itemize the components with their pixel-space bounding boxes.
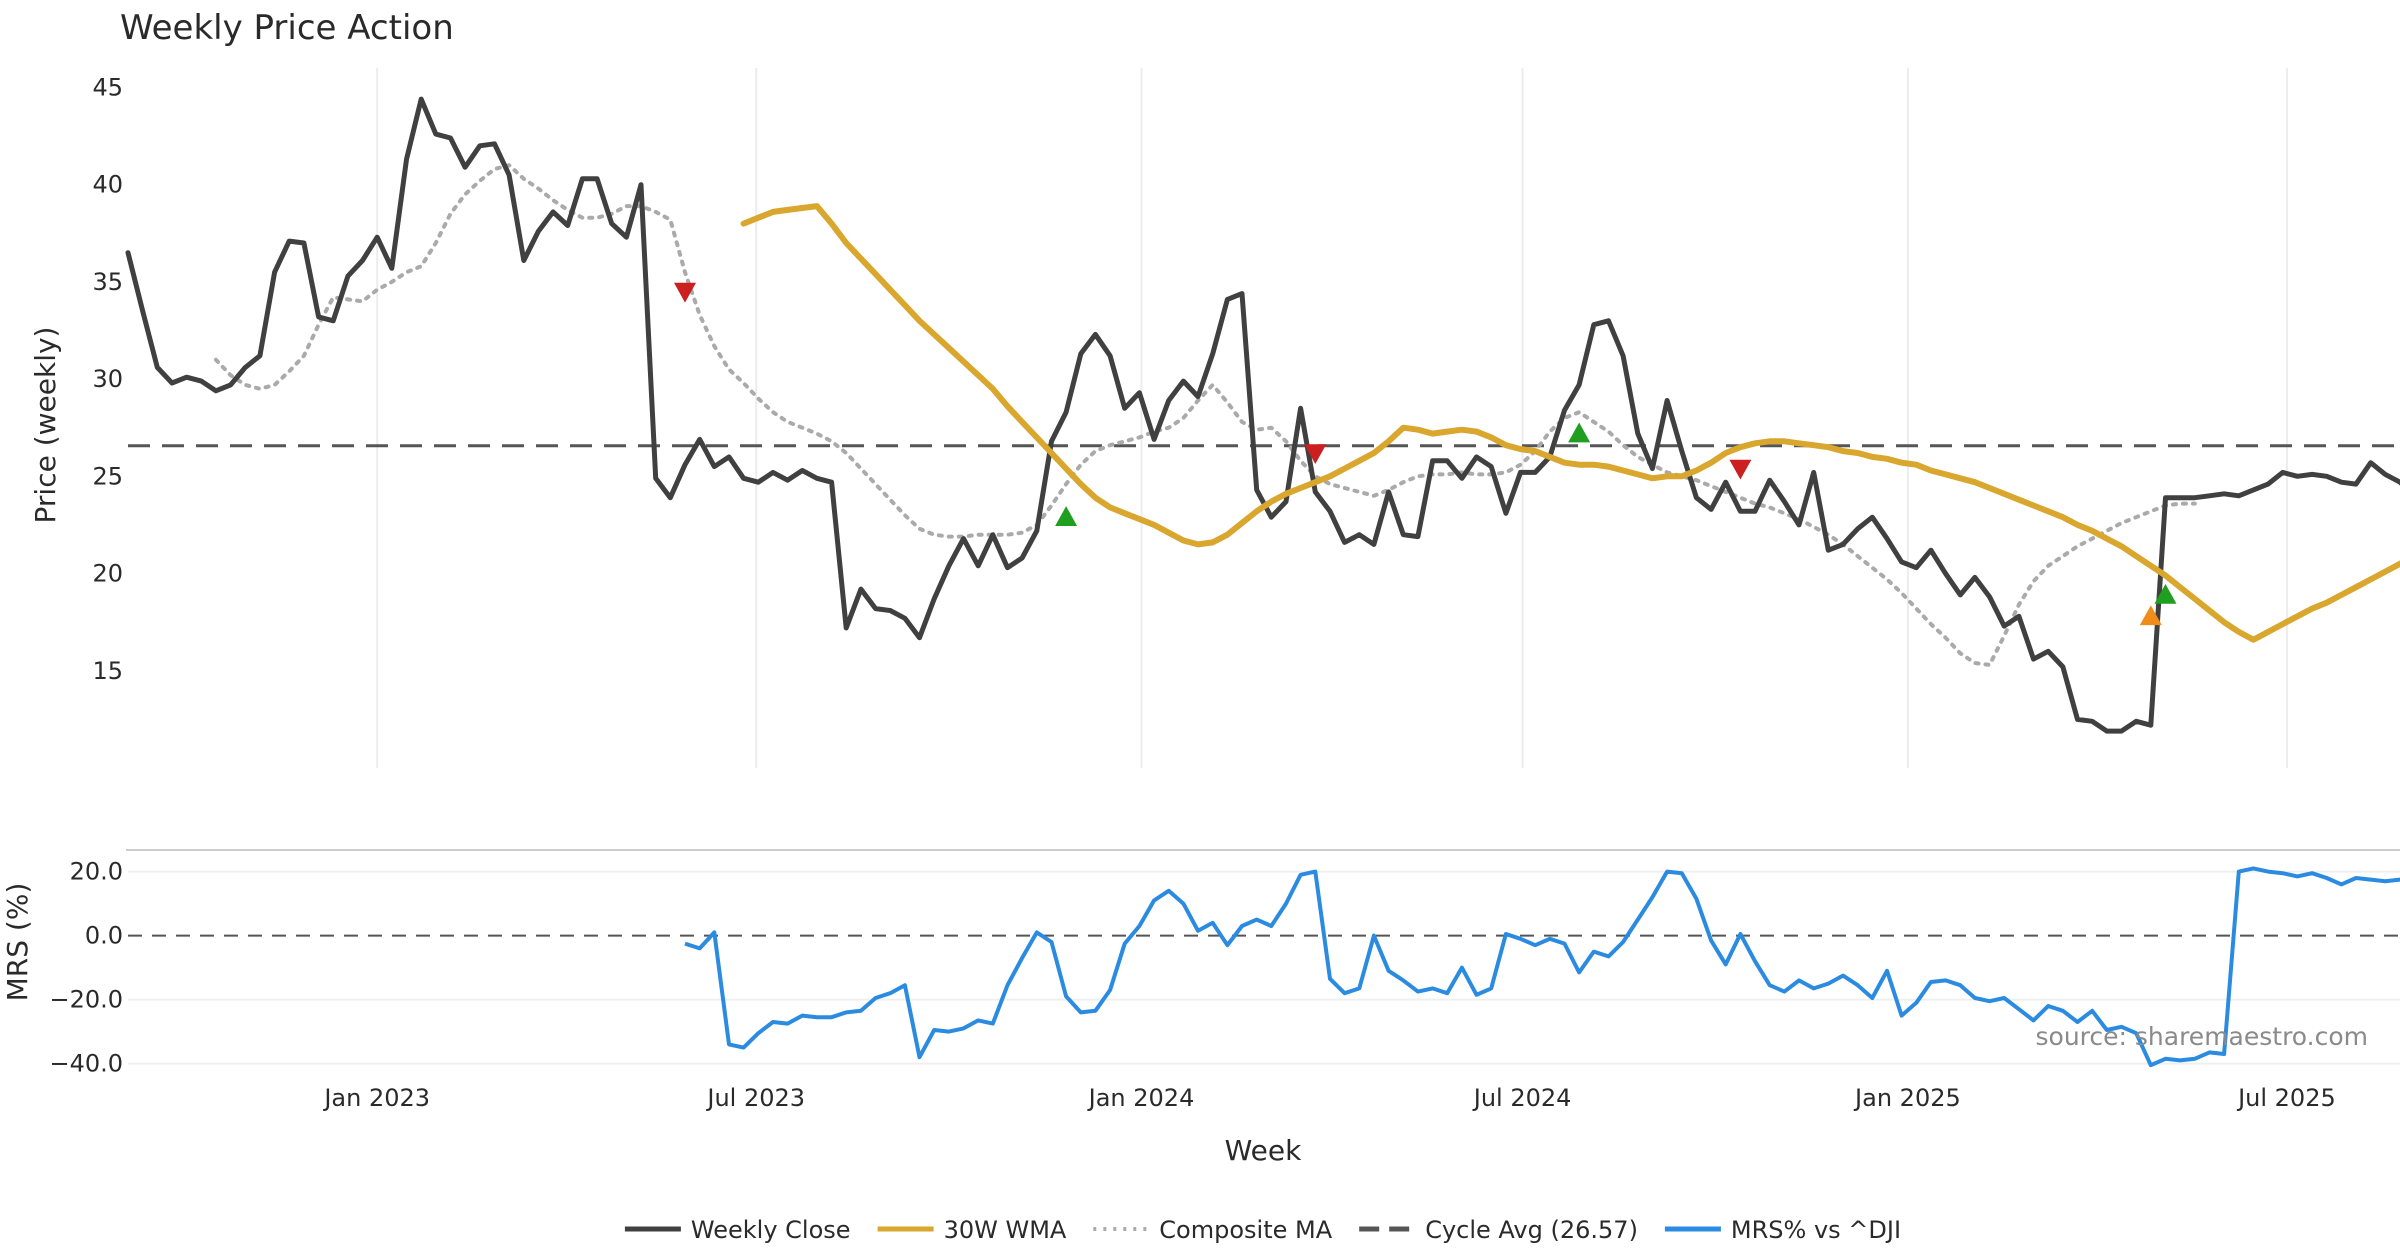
x-ticks: Jan 2023 Jul 2023 Jan 2024 Jul 2024 Jan 2025…	[322, 1084, 2335, 1112]
price-y-axis-title: Price (weekly)	[29, 327, 62, 524]
source-attribution: source: sharemaestro.com	[2036, 1022, 2369, 1051]
legend-item-30w-wma: 30W WMA	[877, 1216, 1067, 1244]
mrs-y-tick-label: 0.0	[85, 922, 123, 950]
chart-legend: Weekly Close 30W WMA Composite MA Cycle Avg…	[624, 1216, 1901, 1244]
price-gridlines	[376, 68, 2288, 768]
signal-marker-buy-1	[1055, 506, 1078, 526]
mrs-y-tick-label: −20.0	[49, 986, 123, 1014]
signal-marker-sell-4	[1729, 459, 1752, 480]
price-y-tick-label: 15	[92, 657, 123, 685]
series-mrs-vs-dji	[684, 866, 2400, 1068]
x-tick-label: Jan 2023	[322, 1084, 430, 1112]
price-y-tick-label: 40	[92, 171, 123, 199]
signal-marker-sell-0	[674, 282, 697, 303]
x-tick-label: Jul 2023	[705, 1084, 805, 1112]
mrs-y-ticks: −40.0 −20.0 0.0 20.0	[49, 858, 123, 1078]
signal-marker-sell-2	[1304, 444, 1327, 464]
mrs-gridlines	[128, 870, 2400, 1065]
legend-label: Weekly Close	[691, 1216, 851, 1244]
mrs-y-tick-label: −40.0	[49, 1050, 123, 1078]
price-y-ticks: 15 20 25 30 35 40 45	[92, 73, 123, 684]
mrs-y-tick-label: 20.0	[70, 858, 123, 886]
mrs-series-layer	[684, 866, 2400, 1068]
legend-item-weekly-close: Weekly Close	[624, 1216, 851, 1244]
chart-title: Weekly Price Action	[120, 8, 454, 48]
mrs-y-axis-title: MRS (%)	[1, 883, 34, 1002]
signal-marker-buy-6	[2154, 583, 2177, 604]
legend-item-composite-ma: Composite MA	[1093, 1216, 1333, 1244]
series-composite-ma	[213, 163, 2197, 667]
signal-marker-buy-3	[1568, 422, 1591, 443]
series-weekly-close	[125, 96, 2400, 734]
x-tick-label: Jul 2024	[1472, 1084, 1572, 1112]
x-tick-label: Jan 2025	[1853, 1084, 1961, 1112]
series-30w-wma	[740, 203, 2400, 643]
legend-label: MRS% vs ^DJI	[1731, 1216, 1901, 1244]
legend-label: 30W WMA	[944, 1216, 1067, 1244]
signal-markers-layer	[674, 282, 2177, 626]
price-y-tick-label: 20	[92, 560, 123, 588]
x-tick-label: Jul 2025	[2236, 1084, 2336, 1112]
legend-item-mrs-vs-dji: MRS% vs ^DJI	[1664, 1216, 1901, 1244]
price-y-tick-label: 45	[92, 73, 123, 101]
x-axis-title: Week	[1225, 1134, 1302, 1167]
legend-item-cycle-avg-26-57: Cycle Avg (26.57)	[1359, 1216, 1638, 1244]
legend-label: Composite MA	[1159, 1216, 1332, 1244]
price-y-tick-label: 35	[92, 268, 123, 296]
signal-marker-buy-5	[2139, 605, 2162, 626]
price-series-layer	[125, 96, 2400, 734]
price-y-tick-label: 25	[92, 462, 123, 490]
price-y-tick-label: 30	[92, 365, 123, 393]
x-tick-label: Jan 2024	[1087, 1084, 1195, 1112]
legend-label: Cycle Avg (26.57)	[1425, 1216, 1638, 1244]
